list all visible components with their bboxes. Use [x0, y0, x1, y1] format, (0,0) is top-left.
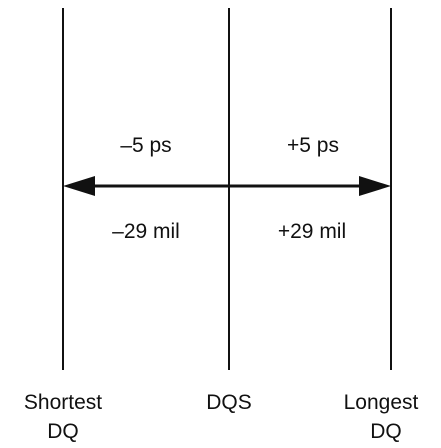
plus-29mil-label: +29 mil [277, 220, 347, 243]
left-arrowhead-icon [63, 176, 95, 196]
longest-dq-label-line1: Longest [343, 391, 419, 414]
shortest-dq-label-line2: DQ [47, 420, 79, 443]
longest-dq-label-line2: DQ [370, 420, 402, 443]
shortest-dq-label-line1: Shortest [23, 391, 103, 414]
dqs-label: DQS [206, 391, 252, 414]
minus-29mil-label: –29 mil [112, 220, 180, 243]
right-arrowhead-icon [359, 176, 391, 196]
plus-5ps-label: +5 ps [287, 134, 339, 157]
minus-5ps-label: –5 ps [120, 134, 172, 157]
